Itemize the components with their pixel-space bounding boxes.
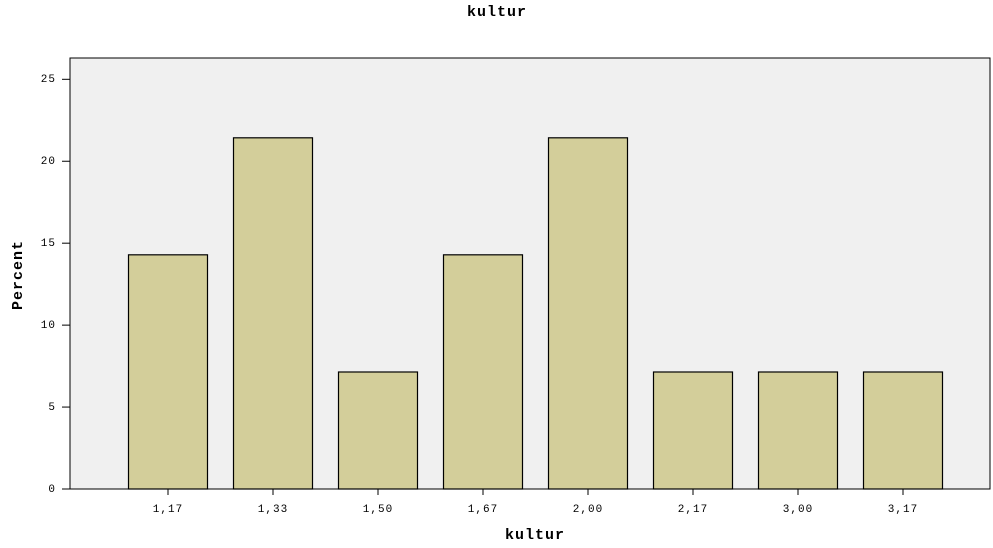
x-tick-label: 1,17 — [153, 504, 183, 516]
bar — [652, 371, 734, 490]
x-axis-label: kultur — [505, 527, 565, 544]
x-tick-label: 3,00 — [783, 504, 813, 516]
x-tick-label: 1,50 — [363, 504, 393, 516]
chart-title: kultur — [467, 4, 527, 21]
bar — [757, 371, 839, 490]
y-tick-label: 5 — [48, 402, 56, 414]
x-tick-label: 2,00 — [573, 504, 603, 516]
bar — [232, 137, 314, 490]
bar — [337, 371, 419, 490]
y-axis-label: Percent — [10, 240, 27, 310]
x-tick-label: 3,17 — [888, 504, 918, 516]
x-tick-label: 1,33 — [258, 504, 288, 516]
y-tick-label: 15 — [41, 238, 56, 250]
y-tick-label: 20 — [41, 156, 56, 168]
bar — [127, 254, 209, 490]
bar — [547, 137, 629, 490]
x-tick-label: 2,17 — [678, 504, 708, 516]
y-tick-label: 0 — [48, 484, 56, 496]
bar — [442, 254, 524, 490]
bar — [862, 371, 944, 490]
y-tick-label: 25 — [41, 74, 56, 86]
y-tick-label: 10 — [41, 320, 56, 332]
x-tick-label: 1,67 — [468, 504, 498, 516]
